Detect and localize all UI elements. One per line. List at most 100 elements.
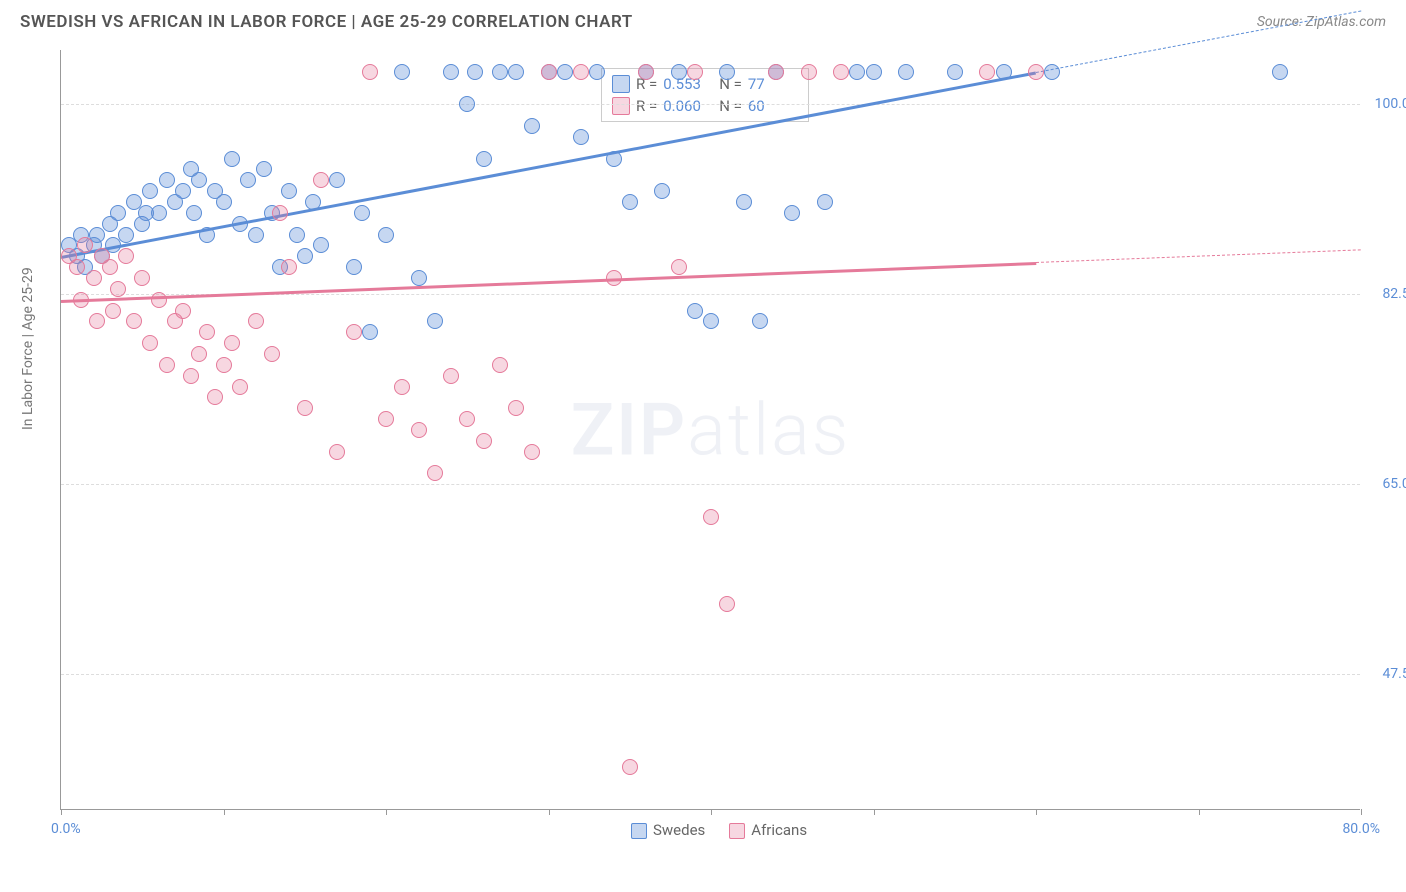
y-tick-label: 100.0% bbox=[1365, 96, 1406, 112]
data-point bbox=[297, 248, 313, 264]
data-point bbox=[427, 465, 443, 481]
n-label: N = bbox=[719, 97, 742, 115]
data-point bbox=[346, 259, 362, 275]
y-axis-label: In Labor Force | Age 25-29 bbox=[20, 267, 36, 430]
data-point bbox=[476, 151, 492, 167]
data-point bbox=[175, 183, 191, 199]
data-point bbox=[703, 313, 719, 329]
data-point bbox=[346, 324, 362, 340]
data-point bbox=[467, 64, 483, 80]
data-point bbox=[89, 313, 105, 329]
x-axis-min: 0.0% bbox=[51, 821, 81, 837]
data-point bbox=[207, 389, 223, 405]
data-point bbox=[443, 368, 459, 384]
data-point bbox=[232, 379, 248, 395]
data-point bbox=[105, 303, 121, 319]
x-tick bbox=[711, 809, 712, 815]
x-tick bbox=[1199, 809, 1200, 815]
data-point bbox=[443, 64, 459, 80]
data-point bbox=[256, 161, 272, 177]
trend-line-dashed bbox=[1036, 249, 1361, 263]
data-point bbox=[289, 227, 305, 243]
data-point bbox=[186, 205, 202, 221]
data-point bbox=[687, 64, 703, 80]
y-tick-label: 47.5% bbox=[1365, 666, 1406, 682]
data-point bbox=[110, 281, 126, 297]
data-point bbox=[492, 357, 508, 373]
data-point bbox=[191, 346, 207, 362]
data-point bbox=[159, 172, 175, 188]
data-point bbox=[126, 313, 142, 329]
data-point bbox=[638, 64, 654, 80]
data-point bbox=[313, 172, 329, 188]
grid-line bbox=[61, 674, 1360, 675]
x-tick bbox=[61, 809, 62, 815]
data-point bbox=[102, 259, 118, 275]
data-point bbox=[898, 64, 914, 80]
data-point bbox=[183, 368, 199, 384]
data-point bbox=[849, 64, 865, 80]
data-point bbox=[492, 64, 508, 80]
data-point bbox=[687, 303, 703, 319]
data-point bbox=[801, 64, 817, 80]
data-point bbox=[329, 444, 345, 460]
data-point bbox=[979, 64, 995, 80]
data-point bbox=[411, 422, 427, 438]
data-point bbox=[134, 270, 150, 286]
r-label: R = bbox=[636, 97, 657, 115]
data-point bbox=[671, 259, 687, 275]
data-point bbox=[524, 118, 540, 134]
data-point bbox=[394, 64, 410, 80]
data-point bbox=[573, 129, 589, 145]
chart-title: SWEDISH VS AFRICAN IN LABOR FORCE | AGE … bbox=[20, 12, 633, 32]
data-point bbox=[947, 64, 963, 80]
data-point bbox=[378, 227, 394, 243]
n-value-africans: 60 bbox=[748, 97, 798, 115]
trend-line bbox=[61, 262, 1036, 302]
data-point bbox=[768, 64, 784, 80]
data-point bbox=[191, 172, 207, 188]
y-tick-label: 82.5% bbox=[1365, 286, 1406, 302]
data-point bbox=[297, 400, 313, 416]
data-point bbox=[1272, 64, 1288, 80]
data-point bbox=[142, 335, 158, 351]
x-tick bbox=[386, 809, 387, 815]
legend-swatch-africans bbox=[612, 97, 630, 115]
data-point bbox=[622, 194, 638, 210]
data-point bbox=[427, 313, 443, 329]
data-point bbox=[524, 444, 540, 460]
data-point bbox=[175, 303, 191, 319]
data-point bbox=[272, 205, 288, 221]
bottom-legend: Swedes Africans bbox=[631, 821, 807, 839]
data-point bbox=[557, 64, 573, 80]
data-point bbox=[589, 64, 605, 80]
data-point bbox=[784, 205, 800, 221]
data-point bbox=[142, 183, 158, 199]
x-tick bbox=[1361, 809, 1362, 815]
data-point bbox=[654, 183, 670, 199]
data-point bbox=[508, 64, 524, 80]
data-point bbox=[118, 227, 134, 243]
data-point bbox=[159, 357, 175, 373]
data-point bbox=[573, 64, 589, 80]
data-point bbox=[476, 433, 492, 449]
data-point bbox=[833, 64, 849, 80]
data-point bbox=[1028, 64, 1044, 80]
data-point bbox=[622, 759, 638, 775]
x-tick bbox=[224, 809, 225, 815]
data-point bbox=[77, 237, 93, 253]
data-point bbox=[378, 411, 394, 427]
data-point bbox=[248, 227, 264, 243]
data-point bbox=[394, 379, 410, 395]
data-point bbox=[151, 205, 167, 221]
data-point bbox=[216, 357, 232, 373]
data-point bbox=[354, 205, 370, 221]
data-point bbox=[329, 172, 345, 188]
data-point bbox=[817, 194, 833, 210]
data-point bbox=[508, 400, 524, 416]
data-point bbox=[541, 64, 557, 80]
data-point bbox=[313, 237, 329, 253]
data-point bbox=[719, 64, 735, 80]
data-point bbox=[671, 64, 687, 80]
data-point bbox=[151, 292, 167, 308]
